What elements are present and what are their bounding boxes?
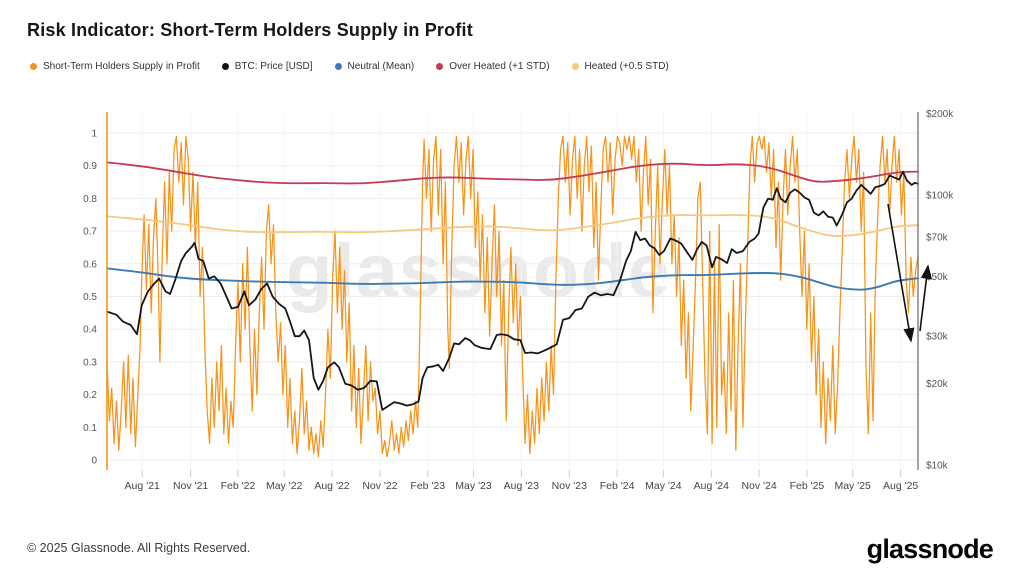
series-line-btc-price <box>106 170 919 411</box>
x-axis-label: Aug '21 <box>125 480 160 492</box>
x-axis-label: May '22 <box>266 480 303 492</box>
y-right-label: $30k <box>926 332 949 343</box>
legend-item-1[interactable]: BTC: Price [USD] <box>221 61 313 72</box>
y-left-label: 0.6 <box>83 259 97 270</box>
x-axis-label: May '23 <box>455 480 492 492</box>
y-left-label: 0.9 <box>83 161 97 172</box>
series-line-sth-supply <box>106 135 919 458</box>
y-left-label: 0.8 <box>83 194 97 205</box>
price-rebound-arrow <box>919 264 932 332</box>
legend-dot-icon <box>436 63 444 70</box>
x-axis-label: Aug '25 <box>883 480 918 492</box>
x-axis-label: Nov '21 <box>173 480 208 492</box>
legend-item-label: Heated (+0.5 STD) <box>584 61 669 72</box>
y-right-label: $200k <box>926 109 954 120</box>
y-left-label: 0.2 <box>83 390 97 401</box>
legend-item-2[interactable]: Neutral (Mean) <box>334 61 415 72</box>
legend-item-0[interactable]: Short-Term Holders Supply in Profit <box>30 61 200 72</box>
legend-item-label: BTC: Price [USD] <box>234 61 313 72</box>
x-axis-label: May '24 <box>645 480 682 492</box>
y-left-label: 0.4 <box>83 325 97 336</box>
series-line-neutral-mean <box>106 267 919 291</box>
y-left-label: 0.3 <box>83 357 97 368</box>
series-line-heated <box>106 214 919 237</box>
y-left-label: 0 <box>91 456 97 467</box>
x-axis-label: Feb '25 <box>790 480 825 492</box>
series-line-over-heated <box>106 161 919 185</box>
legend-item-label: Neutral (Mean) <box>347 61 415 72</box>
x-axis-label: Nov '23 <box>552 480 587 492</box>
y-left-label: 0.7 <box>83 227 97 238</box>
legend-dot-icon <box>30 63 37 70</box>
legend-item-4[interactable]: Heated (+0.5 STD) <box>571 61 669 72</box>
legend-item-label: Over Heated (+1 STD) <box>449 61 550 72</box>
legend-item-label: Short-Term Holders Supply in Profit <box>43 61 200 72</box>
glassnode-logo: glassnode <box>866 534 994 564</box>
legend-dot-icon <box>221 63 229 70</box>
x-axis-label: Feb '22 <box>221 480 256 492</box>
legend-dot-icon <box>571 63 579 70</box>
y-right-label: $50k <box>926 272 949 283</box>
y-left-label: 1 <box>91 129 97 140</box>
x-axis-label: Feb '24 <box>600 480 635 492</box>
x-axis-label: Feb '23 <box>410 480 445 492</box>
copyright-text: © 2025 Glassnode. All Rights Reserved. <box>27 541 251 555</box>
x-axis-label: Nov '22 <box>362 480 397 492</box>
y-right-label: $20k <box>926 379 949 390</box>
chart-legend: Short-Term Holders Supply in Profit BTC: … <box>30 61 669 72</box>
legend-item-3[interactable]: Over Heated (+1 STD) <box>436 61 550 72</box>
y-left-label: 0.1 <box>83 423 97 434</box>
price-drop-arrow <box>887 203 915 343</box>
y-left-label: 0.5 <box>83 292 97 303</box>
y-right-label: $70k <box>926 232 949 243</box>
x-axis-label: Aug '24 <box>694 480 729 492</box>
x-axis-label: Aug '22 <box>314 480 349 492</box>
x-axis-label: Aug '23 <box>504 480 539 492</box>
x-axis-label: May '25 <box>834 480 871 492</box>
y-right-label: $100k <box>926 191 954 202</box>
plot-area[interactable] <box>107 112 918 470</box>
page-title: Risk Indicator: Short-Term Holders Suppl… <box>27 20 473 40</box>
x-axis-label: Nov '24 <box>741 480 776 492</box>
legend-dot-icon <box>334 63 342 70</box>
y-right-label: $10k <box>926 461 949 472</box>
